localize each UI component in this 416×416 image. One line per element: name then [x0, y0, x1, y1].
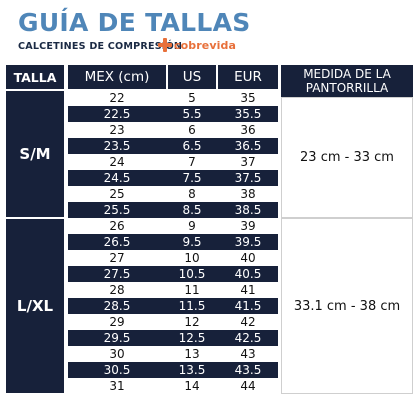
- cell-mex: 28: [109, 283, 125, 297]
- brand-name: cobrevida: [174, 38, 236, 52]
- table-row: 25.5 8.5 38.5: [68, 202, 278, 218]
- cell-us: 12.5: [178, 331, 206, 345]
- cell-mex: 22: [109, 91, 125, 105]
- cell-mex: 24: [109, 155, 125, 169]
- table-row: 31 14 44: [68, 378, 278, 394]
- cell-mex: 29.5: [103, 331, 131, 345]
- cell-eur: 42: [240, 315, 256, 329]
- cell-mex: 28.5: [103, 299, 131, 313]
- cell-us: 11.5: [178, 299, 206, 313]
- cell-eur: 43.5: [234, 363, 262, 377]
- table-row: 26.5 9.5 39.5: [68, 234, 278, 250]
- cell-us: 6: [188, 123, 196, 137]
- cell-us: 5: [188, 91, 196, 105]
- cell-mex: 25: [109, 187, 125, 201]
- cell-mex: 29: [109, 315, 125, 329]
- cell-mex: 27: [109, 251, 125, 265]
- cell-eur: 38.5: [234, 203, 262, 217]
- cell-mex: 25.5: [103, 203, 131, 217]
- cell-mex: 30: [109, 347, 125, 361]
- cell-eur: 37.5: [234, 171, 262, 185]
- table-row: 28 11 41: [68, 282, 278, 298]
- col-header-eur: EUR: [218, 65, 278, 89]
- cell-eur: 35: [240, 91, 256, 105]
- table-row: 29.5 12.5 42.5: [68, 330, 278, 346]
- cell-eur: 40: [240, 251, 256, 265]
- table-row: 27.5 10.5 40.5: [68, 266, 278, 282]
- cell-eur: 36.5: [234, 139, 262, 153]
- table-row: 28.5 11.5 41.5: [68, 298, 278, 314]
- cell-eur: 42.5: [234, 331, 262, 345]
- size-group-label: L/XL: [6, 219, 64, 393]
- brand-logo: cobrevida: [158, 38, 236, 52]
- table-row: 25 8 38: [68, 186, 278, 202]
- col-header-medida-line2: PANTORRILLA: [305, 81, 389, 95]
- cell-us: 13.5: [178, 363, 206, 377]
- col-header-medida: MEDIDA DE LA PANTORRILLA: [281, 65, 413, 97]
- cell-eur: 39: [240, 219, 256, 233]
- cell-eur: 37: [240, 155, 256, 169]
- table-row: 24.5 7.5 37.5: [68, 170, 278, 186]
- plus-cross-icon: [158, 38, 172, 52]
- cell-eur: 35.5: [234, 107, 262, 121]
- cell-us: 10.5: [178, 267, 206, 281]
- cell-mex: 27.5: [103, 267, 131, 281]
- cell-us: 13: [184, 347, 200, 361]
- table-row: 26 9 39: [68, 218, 278, 234]
- table-row: 24 7 37: [68, 154, 278, 170]
- table-row: 30.5 13.5 43.5: [68, 362, 278, 378]
- cell-eur: 41: [240, 283, 256, 297]
- size-table: TALLA MEX (cm) US EUR MEDIDA DE LA PANTO…: [6, 65, 413, 410]
- cell-eur: 41.5: [234, 299, 262, 313]
- cell-us: 9: [188, 219, 196, 233]
- col-header-talla: TALLA: [6, 65, 64, 89]
- table-row: 23.5 6.5 36.5: [68, 138, 278, 154]
- cell-us: 14: [184, 379, 200, 393]
- cell-mex: 22.5: [103, 107, 131, 121]
- cell-mex: 23.5: [103, 139, 131, 153]
- table-row: 27 10 40: [68, 250, 278, 266]
- col-header-medida-line1: MEDIDA DE LA: [303, 67, 391, 81]
- cell-us: 12: [184, 315, 200, 329]
- calf-measure: 23 cm - 33 cm: [281, 97, 413, 218]
- cell-eur: 38: [240, 187, 256, 201]
- cell-us: 5.5: [182, 107, 202, 121]
- cell-mex: 26: [109, 219, 125, 233]
- cell-us: 9.5: [182, 235, 202, 249]
- cell-us: 6.5: [182, 139, 202, 153]
- cell-us: 7: [188, 155, 196, 169]
- cell-eur: 43: [240, 347, 256, 361]
- cell-us: 8.5: [182, 203, 202, 217]
- col-header-mex: MEX (cm): [68, 65, 166, 89]
- cell-eur: 40.5: [234, 267, 262, 281]
- table-row: 30 13 43: [68, 346, 278, 362]
- cell-mex: 26.5: [103, 235, 131, 249]
- cell-us: 8: [188, 187, 196, 201]
- table-row: 29 12 42: [68, 314, 278, 330]
- col-header-us: US: [168, 65, 216, 89]
- calf-measure: 33.1 cm - 38 cm: [281, 218, 413, 394]
- cell-eur: 39.5: [234, 235, 262, 249]
- cell-mex: 24.5: [103, 171, 131, 185]
- table-row: 23 6 36: [68, 122, 278, 138]
- table-row: 22 5 35: [68, 90, 278, 106]
- cell-mex: 23: [109, 123, 125, 137]
- cell-eur: 36: [240, 123, 256, 137]
- cell-mex: 30.5: [103, 363, 131, 377]
- cell-mex: 31: [109, 379, 125, 393]
- size-group-label: S/M: [6, 91, 64, 217]
- page-subtitle: CALCETINES DE COMPRESIÓN: [18, 41, 183, 52]
- cell-us: 11: [184, 283, 200, 297]
- cell-us: 7.5: [182, 171, 202, 185]
- table-row: 22.5 5.5 35.5: [68, 106, 278, 122]
- cell-eur: 44: [240, 379, 256, 393]
- cell-us: 10: [184, 251, 200, 265]
- page-title: GUÍA DE TALLAS: [18, 8, 251, 37]
